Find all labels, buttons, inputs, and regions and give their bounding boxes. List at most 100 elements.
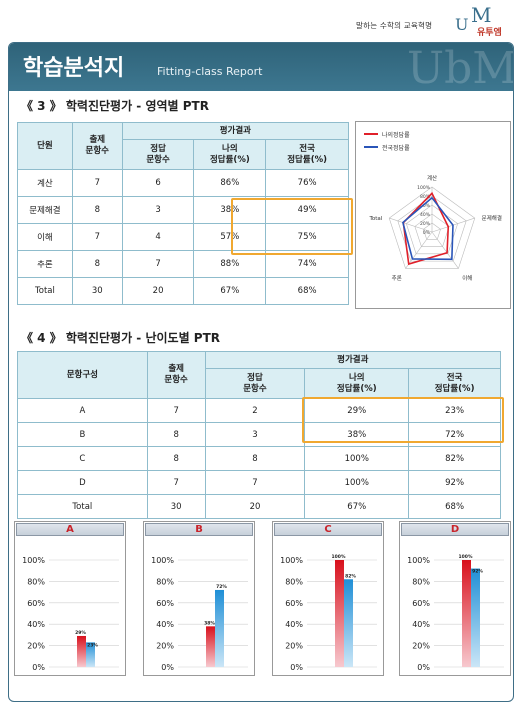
radar-axis-label: 문제해결: [482, 214, 502, 222]
row-name: B: [17, 422, 148, 447]
table-row: 계산 7 6 86% 76%: [17, 169, 349, 197]
row-name: C: [17, 446, 148, 471]
row-mine: 38%: [193, 196, 267, 224]
radar-tick-label: 60%: [420, 203, 431, 209]
radar-spoke: [389, 217, 433, 233]
highlight-box-section4: [302, 397, 504, 443]
row-count: 8: [146, 422, 206, 447]
bar-chart-a: 100% 80% 60% 40% 20% 0% 29%23%: [22, 556, 119, 672]
row-name: 이해: [17, 223, 73, 251]
bar-tick-label: 20%: [156, 642, 174, 651]
bar-tick-label: 60%: [27, 599, 45, 608]
row-national: 82%: [408, 446, 501, 471]
bar-tick-label: 100%: [22, 556, 45, 565]
col-unit: 단원: [17, 122, 73, 170]
bar-tick-label: 40%: [285, 620, 303, 629]
bar-value-label: 29%: [75, 630, 86, 636]
section4-title: 《 4 》 학력진단평가 - 난이도별 PTR: [21, 331, 221, 345]
bar-mine: [206, 626, 215, 667]
page-subtitle: Fitting-class Report: [157, 65, 263, 78]
radar-axis-label: 이해: [462, 274, 472, 282]
radar-grid-ring: [388, 186, 476, 269]
bar-tick-label: 80%: [285, 577, 303, 586]
bar-value-label: 82%: [345, 573, 356, 579]
section3-title: 《 3 》 학력진단평가 - 영역별 PTR: [21, 99, 209, 113]
bar-tick-label: 20%: [285, 642, 303, 651]
bar-chart-panel-d: D 100% 80% 60% 40% 20% 0% 100% 92%: [399, 521, 511, 676]
radar-tick-label: 100%: [417, 185, 431, 191]
bar-tick-label: 40%: [156, 620, 174, 629]
bar-tick-label: 60%: [412, 599, 430, 608]
radar-series-line: [401, 196, 454, 261]
table-row: A 7 2 29% 23%: [17, 398, 501, 423]
logo-letter-m: M: [471, 3, 492, 27]
row-national: 23%: [408, 398, 501, 423]
col-unit: 문항구성: [17, 351, 148, 399]
radar-chart-panel: 나의정답률 전국정답률 계산 문제해결 이해 추론 Total 100% 80% 60% 40% 20…: [355, 121, 511, 309]
col-national: 전국 정답률(%): [408, 368, 501, 399]
radar-axis-label: 추론: [392, 275, 402, 282]
radar-tick-label: 0%: [423, 230, 431, 236]
radar-spoke: [405, 231, 433, 269]
title-banner: 학습분석지 Fitting-class Report UbM: [9, 43, 514, 94]
radar-axis-label: 계산: [427, 174, 437, 182]
table-row: C 8 8 100% 82%: [17, 446, 501, 471]
bar-chart-title: A: [16, 523, 124, 536]
row-name: 추론: [17, 250, 73, 278]
col-count: 출제 문항수: [146, 351, 206, 399]
bar-value-label: 72%: [216, 584, 227, 590]
row-mine: 86%: [193, 169, 267, 197]
row-name: D: [17, 470, 148, 495]
bar-tick-label: 80%: [156, 577, 174, 586]
logo-letter-u: U: [455, 15, 469, 34]
row-national: 75%: [265, 223, 349, 251]
table-row: 이해 7 4 57% 75%: [17, 223, 349, 251]
page-title: 학습분석지: [23, 56, 125, 81]
col-correct: 정답 문항수: [204, 368, 306, 399]
bar-tick-label: 100%: [151, 556, 174, 565]
bar-national: [344, 579, 353, 667]
legend-label: 전국정답률: [382, 144, 410, 152]
bar-chart-panel-b: B 100% 80% 60% 40% 20% 0% 38% 72%: [143, 521, 255, 676]
bar-value-label: 100%: [332, 554, 346, 560]
row-count: 8: [146, 446, 206, 471]
col-mine: 나의 정답률(%): [193, 139, 267, 170]
row-correct: 7: [204, 470, 306, 495]
table-row: D 7 7 100% 92%: [17, 470, 501, 495]
col-correct: 정답 문항수: [121, 139, 195, 170]
top-bar: 말하는 수학의 교육혁명 U M 유투엠: [0, 0, 520, 40]
row-correct: 4: [121, 223, 195, 251]
row-correct: 20: [204, 494, 306, 519]
table-row-total: Total 30 20 67% 68%: [17, 494, 501, 519]
row-national: 68%: [265, 277, 349, 305]
row-mine: 67%: [193, 277, 267, 305]
row-national: 76%: [265, 169, 349, 197]
col-result: 평가결과: [204, 351, 502, 369]
col-mine: 나의 정답률(%): [304, 368, 410, 399]
row-name: 계산: [17, 169, 73, 197]
radar-tick-label: 20%: [420, 221, 431, 227]
banner-watermark: UbM: [407, 43, 514, 94]
row-correct: 6: [121, 169, 195, 197]
bar-tick-label: 0%: [290, 663, 303, 672]
row-mine: 100%: [304, 470, 410, 495]
legend-label: 나의정답률: [382, 131, 410, 139]
bar-value-label: 92%: [472, 569, 483, 575]
col-result: 평가결과: [121, 122, 350, 140]
bar-chart-c: 100% 80% 60% 40% 20% 0% 100% 82%: [280, 554, 377, 672]
radar-tick-label: 80%: [420, 194, 431, 200]
row-mine: 100%: [304, 446, 410, 471]
bar-value-label: 38%: [204, 620, 215, 626]
bar-tick-label: 80%: [412, 577, 430, 586]
bar-tick-label: 0%: [32, 663, 45, 672]
row-correct: 20: [121, 277, 195, 305]
bar-mine: [335, 560, 344, 667]
logo-brand-name: 유투엠: [477, 28, 502, 38]
bar-tick-label: 100%: [280, 556, 303, 565]
row-mine: 67%: [304, 494, 410, 519]
row-count: 7: [71, 169, 123, 197]
row-name: A: [17, 398, 148, 423]
bar-chart-b: 100% 80% 60% 40% 20% 0% 38% 72%: [151, 556, 248, 672]
bar-tick-label: 0%: [161, 663, 174, 672]
